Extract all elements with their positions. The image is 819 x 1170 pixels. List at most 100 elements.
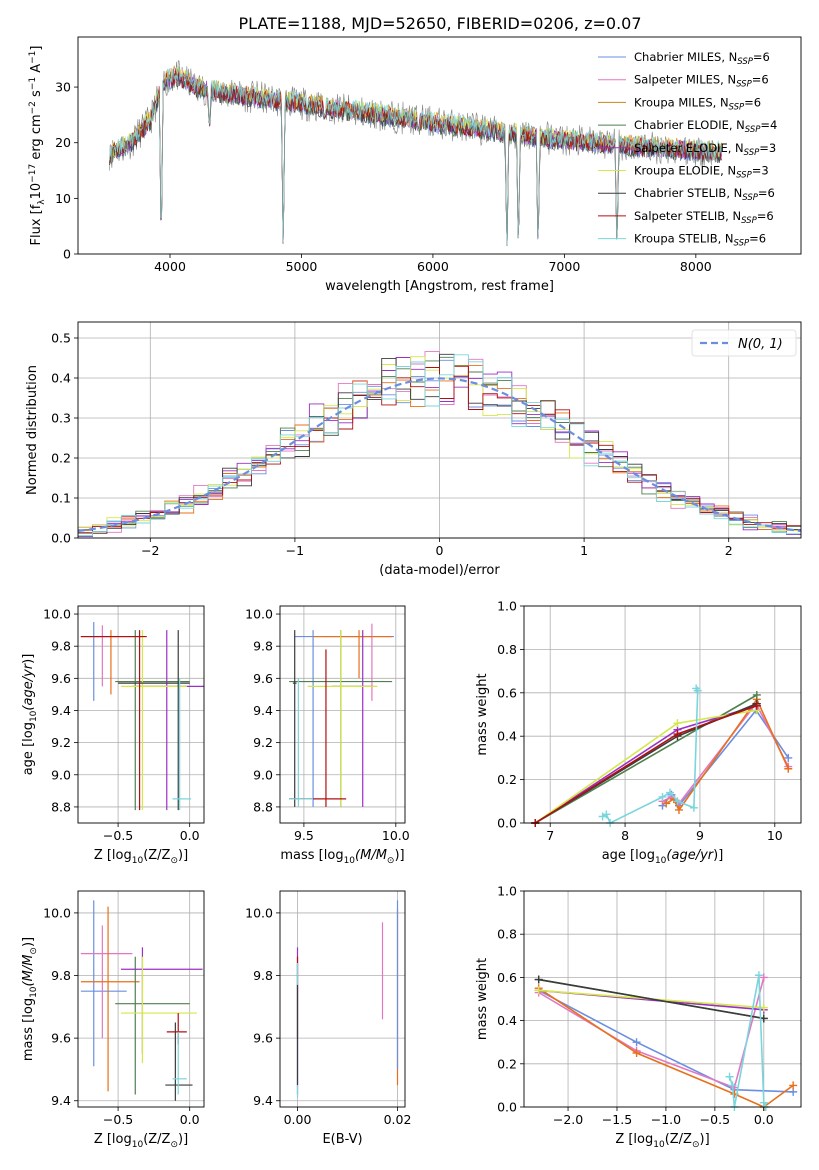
model-line-9: [109, 65, 722, 246]
point-7: [118, 630, 190, 811]
point-1: [80, 900, 127, 1067]
legend-entry: Kroupa STELIB, NSSP=6: [634, 232, 766, 249]
y-tick-label: 10.0: [43, 905, 71, 920]
x-tick-label: 9: [696, 828, 704, 843]
weight-marker: [632, 1049, 641, 1057]
y-tick-label: 9.6: [51, 671, 71, 686]
y-tick-label: 0.8: [497, 642, 517, 657]
weight-series-5: [534, 986, 768, 1014]
point-3: [80, 630, 139, 695]
y-tick-label: 8.8: [253, 799, 273, 814]
weight-series-7: [531, 699, 761, 827]
plot-area: [80, 900, 203, 1101]
x-tick-label: 0.02: [384, 1112, 412, 1127]
x-axis-label: Z [log10(Z/Z⊙)]: [94, 848, 188, 866]
y-tick-label: 0: [63, 247, 71, 262]
point-5: [331, 630, 374, 807]
y-tick-label: 0.5: [51, 331, 71, 346]
x-tick-label: 4000: [154, 259, 186, 274]
y-tick-label: 9.4: [253, 1093, 273, 1108]
weight-marker: [673, 719, 682, 728]
x-tick-label: 1: [580, 543, 588, 558]
legend-entry: Salpeter ELODIE, NSSP=3: [634, 141, 776, 158]
x-axis-label: age [log10(age/yr)]: [602, 848, 724, 866]
y-tick-label: 30: [55, 80, 71, 95]
weight-series-4: [531, 690, 761, 827]
x-axis-label: E(B-V): [322, 1132, 362, 1147]
plot-area: [80, 622, 204, 811]
histogram-9: [78, 354, 801, 537]
weight-line: [662, 702, 790, 805]
y-axis-label: mass [log10(M/M⊙)]: [21, 937, 39, 1061]
spectrum-lines: [109, 60, 722, 247]
model-line-8: [109, 69, 722, 246]
model-line-4: [109, 70, 722, 246]
weight-marker: [789, 1081, 798, 1090]
weight-series-6: [531, 706, 761, 827]
y-tick-label: 10.0: [245, 607, 273, 622]
weight-marker: [754, 971, 763, 980]
legend-entry: Chabrier ELODIE, NSSP=4: [634, 118, 777, 135]
x-tick-label: −1.5: [602, 1112, 632, 1127]
legend-entry: Kroupa ELODIE, NSSP=3: [634, 164, 769, 181]
weight-marker: [784, 753, 793, 762]
x-tick-label: 10.0: [382, 828, 410, 843]
legend-entry: N(0, 1): [738, 337, 783, 352]
x-tick-label: 8000: [680, 259, 712, 274]
point-2: [322, 623, 393, 701]
x-tick-label: −0.5: [103, 828, 133, 843]
panel-weight-vs-age: 7 8 9 10 0.0 0.2 0.4 0.6 0.8 1.0 age [log10(age/yr…: [475, 599, 802, 866]
y-tick-label: 0.0: [497, 1100, 517, 1115]
x-tick-label: −0.5: [700, 1112, 730, 1127]
x-tick-label: 10: [767, 828, 783, 843]
point-1: [80, 622, 119, 701]
panel-mass-vs-z: −0.5 0.0 9.4 9.6 9.8 10.0 Z [log10(Z/Z⊙)] mass …: [21, 890, 205, 1150]
weight-series-1: [658, 706, 793, 810]
axes-frame: [77, 605, 205, 824]
x-tick-label: 7000: [548, 259, 580, 274]
y-tick-label: 0.2: [51, 451, 71, 466]
y-tick-label: 0.0: [51, 531, 71, 546]
y-tick-label: 9.4: [51, 703, 71, 718]
y-tick-label: 0.6: [497, 970, 517, 985]
x-tick-label: 0.0: [180, 828, 200, 843]
gaussian-curve: [77, 377, 802, 533]
plot-area: [531, 684, 793, 827]
weight-marker: [665, 788, 674, 797]
axes-frame: [77, 321, 802, 539]
x-tick-label: −2.0: [553, 1112, 583, 1127]
weight-marker: [534, 975, 543, 984]
point-8: [166, 1013, 187, 1045]
weight-line: [661, 708, 789, 807]
panel-age-vs-z: −0.5 0.0 8.8 9.0 9.2 9.4 9.6 9.8 10.0 Z [log10(Z/…: [21, 605, 205, 866]
legend-entry: Chabrier STELIB, NSSP=6: [634, 186, 775, 203]
y-tick-label: 9.6: [51, 1031, 71, 1046]
y-tick-label: 9.0: [51, 767, 71, 782]
weight-marker: [658, 792, 667, 801]
weight-marker: [534, 986, 543, 995]
point-3: [80, 906, 140, 1092]
histograms: [78, 351, 801, 537]
axes-frame: [279, 605, 406, 824]
panel-spectrum: 4000 5000 6000 7000 8000 0 10 20 30 wavelength [A…: [28, 36, 802, 294]
weight-marker: [759, 1003, 768, 1012]
axes-frame: [77, 890, 205, 1108]
y-tick-label: 9.8: [51, 968, 71, 983]
plot-area: [77, 351, 802, 537]
point-6: [120, 630, 187, 811]
legend: Chabrier MILES, NSSP=6 Salpeter MILES, NS…: [598, 50, 777, 249]
point-6: [120, 956, 197, 1064]
y-tick-label: 0.3: [51, 411, 71, 426]
plot-area: [534, 971, 798, 1111]
plot-area: [296, 900, 399, 1098]
point-3: [313, 630, 393, 679]
y-tick-label: 0.1: [51, 491, 71, 506]
weight-marker: [673, 730, 682, 739]
y-tick-label: 0.2: [497, 1056, 517, 1071]
x-tick-label: 5000: [286, 259, 318, 274]
axes-frame: [77, 36, 802, 255]
point-4: [115, 956, 190, 1095]
weight-marker: [759, 973, 768, 982]
y-tick-label: 10.0: [245, 905, 273, 920]
